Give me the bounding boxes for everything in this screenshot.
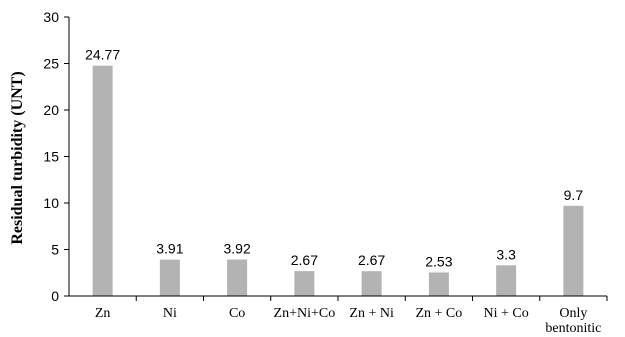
x-tick-label: Only bentonitic <box>545 306 601 336</box>
y-tick-label: 5 <box>51 242 59 258</box>
x-tick-label: Co <box>229 306 245 321</box>
bar <box>428 272 449 296</box>
y-tick-label: 30 <box>43 9 59 25</box>
x-axis-ticks: Zn Ni Co Zn+Ni+Co Zn + Ni Zn + Co Ni + Co Only b… <box>95 296 608 336</box>
axes <box>68 17 607 297</box>
y-tick-label: 25 <box>43 56 59 72</box>
bar <box>563 205 584 296</box>
data-label: 9.7 <box>564 187 584 203</box>
bar <box>227 259 248 296</box>
x-tick-label: Ni + Co <box>484 306 529 321</box>
x-tick-label: Zn <box>95 306 111 321</box>
data-label: 24.77 <box>85 47 120 63</box>
bars <box>92 65 584 296</box>
data-label: 3.3 <box>496 246 516 262</box>
bar <box>294 271 315 296</box>
y-tick-label: 15 <box>43 149 59 165</box>
data-labels: 24.77 3.91 3.92 2.67 2.67 2.53 3.3 9.7 <box>85 47 583 270</box>
x-tick-label: Zn+Ni+Co <box>274 306 336 321</box>
data-label: 2.67 <box>291 252 318 268</box>
bar <box>496 265 517 296</box>
y-axis-ticks: 0 5 10 15 20 25 30 <box>43 9 69 304</box>
bar <box>361 271 382 296</box>
data-label: 3.92 <box>224 241 251 257</box>
x-tick-label: Ni <box>163 306 177 321</box>
y-axis-title: Residual turbidity (UNT) <box>9 71 26 244</box>
y-tick-label: 20 <box>43 102 59 118</box>
y-tick-label: 0 <box>51 288 59 304</box>
y-tick-label: 10 <box>43 195 59 211</box>
bar <box>159 259 180 296</box>
data-label: 2.53 <box>425 253 452 269</box>
bar <box>92 65 113 296</box>
data-label: 3.91 <box>156 241 183 257</box>
data-label: 2.67 <box>358 252 385 268</box>
x-tick-label: Zn + Co <box>415 306 462 321</box>
x-tick-label: Zn + Ni <box>349 306 394 321</box>
